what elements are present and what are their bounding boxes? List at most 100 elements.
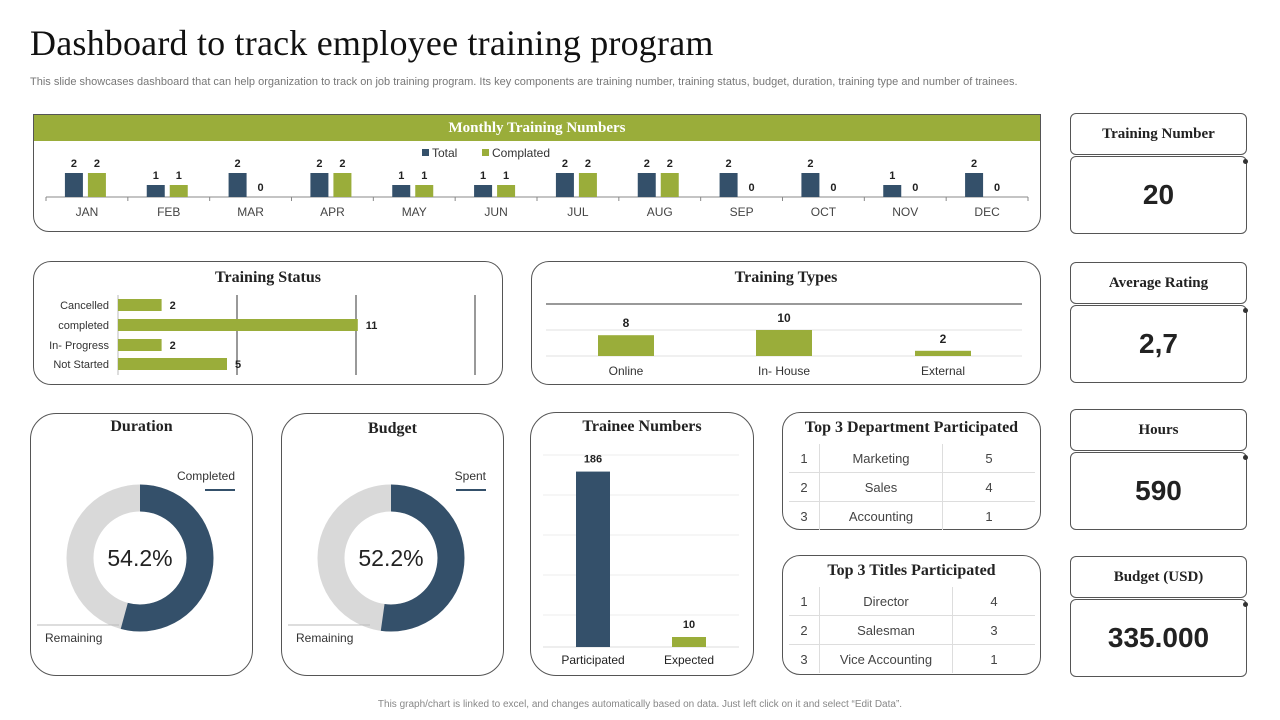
donut-slice-spent xyxy=(317,484,465,632)
kpi-average-rating-label: Average Rating xyxy=(1070,262,1247,304)
data-label: 2 xyxy=(940,332,947,346)
rank-cell: 2 xyxy=(789,615,820,645)
x-tick-label: JAN xyxy=(76,205,99,219)
x-tick-label: Expected xyxy=(664,653,714,667)
kpi-connector-dot xyxy=(1243,159,1248,164)
bar-in-progress xyxy=(118,339,162,351)
rank-cell: 3 xyxy=(800,651,808,667)
x-tick-label: Online xyxy=(609,364,644,378)
bar-complated-jun xyxy=(497,185,516,197)
data-label: 2 xyxy=(667,158,673,170)
table-row: 1 Marketing 5 xyxy=(789,444,1035,473)
data-label: 8 xyxy=(623,316,630,330)
rank-cell: 1 xyxy=(789,444,820,473)
department-cell: Sales xyxy=(819,472,943,502)
trainee-numbers-chart: 186 Participated 10 Expected xyxy=(543,454,739,667)
bar-complated-jul xyxy=(578,173,597,197)
legend-swatch xyxy=(422,149,429,156)
data-label: 2 xyxy=(807,158,813,170)
data-label: 186 xyxy=(584,454,602,466)
duration-title: Duration xyxy=(110,418,173,435)
count-cell: 5 xyxy=(942,444,1035,473)
count-cell: 4 xyxy=(942,472,1035,502)
count-cell: 3 xyxy=(952,615,1035,645)
x-tick-label: APR xyxy=(320,205,345,219)
bar-total-jul xyxy=(555,173,574,197)
bar-total-sep xyxy=(719,173,738,197)
category-label: completed xyxy=(58,320,109,332)
kpi-connector-dot xyxy=(1243,602,1248,607)
page-title: Dashboard to track employee training pro… xyxy=(30,23,714,63)
page-subtitle: This slide showcases dashboard that can … xyxy=(30,76,1018,88)
x-tick-label: NOV xyxy=(892,205,918,219)
rank-cell: 2 xyxy=(789,472,820,502)
bar-total-aug xyxy=(637,173,656,197)
data-label: 2 xyxy=(71,158,77,170)
data-label: 2 xyxy=(585,158,591,170)
bar-completed xyxy=(118,319,358,331)
data-label: 0 xyxy=(749,182,755,194)
data-label: 2 xyxy=(170,300,176,312)
department-cell: Marketing xyxy=(819,444,943,473)
category-label: Cancelled xyxy=(60,300,109,312)
training-types-chart: 8 Online 10 In- House 2 External xyxy=(546,303,1022,378)
bar-cancelled xyxy=(118,299,162,311)
x-tick-label: JUN xyxy=(484,205,507,219)
x-tick-label: FEB xyxy=(157,205,180,219)
bar-complated-aug xyxy=(660,173,679,197)
table-row: 3 Vice Accounting 1 xyxy=(789,644,1035,673)
bar-complated-may xyxy=(415,185,434,197)
title-cell: Vice Accounting xyxy=(819,644,953,673)
kpi-connector-dot xyxy=(1243,455,1248,460)
x-tick-label: OCT xyxy=(811,205,837,219)
title-cell: Director xyxy=(819,587,953,616)
training-status-title: Training Status xyxy=(215,269,321,286)
legend-swatch xyxy=(482,149,489,156)
bar-total-jun xyxy=(474,185,493,197)
table-row: 3 Accounting 1 xyxy=(789,501,1035,530)
x-tick-label: JUL xyxy=(567,205,589,219)
bar-not-started xyxy=(118,358,227,370)
legend-label: Complated xyxy=(492,146,550,160)
data-label: 2 xyxy=(644,158,650,170)
bar-total-nov xyxy=(883,185,902,197)
slice-label: Remaining xyxy=(45,631,102,645)
data-label: 2 xyxy=(339,158,345,170)
data-label: 0 xyxy=(912,182,918,194)
data-label: 1 xyxy=(480,170,486,182)
top-departments-panel: Top 3 Department Participated 1 Marketin… xyxy=(782,412,1041,530)
top-departments-title: Top 3 Department Participated xyxy=(804,419,1019,436)
legend-label: Total xyxy=(432,146,457,160)
donut-slice-completed xyxy=(66,484,214,632)
x-tick-label: In- House xyxy=(758,364,810,378)
kpi-hours-value: 590 xyxy=(1070,452,1247,530)
data-label: 10 xyxy=(777,311,791,325)
bar-total-jan xyxy=(64,173,83,197)
bar-total-dec xyxy=(965,173,984,197)
kpi-budget-usd-value: 335.000 xyxy=(1070,599,1247,677)
top-departments-table: 1 Marketing 5 2 Sales 4 3 Accounting 1 xyxy=(789,444,1035,530)
bar-total-apr xyxy=(310,173,329,197)
kpi-average-rating-value: 2,7 xyxy=(1070,305,1247,383)
data-label: 5 xyxy=(235,359,241,371)
count-cell: 4 xyxy=(952,587,1035,616)
kpi-connector-dot xyxy=(1243,308,1248,313)
rank-cell: 3 xyxy=(800,508,808,524)
data-label: 2 xyxy=(562,158,568,170)
kpi-budget-usd-label: Budget (USD) xyxy=(1070,556,1247,598)
x-tick-label: MAR xyxy=(237,205,264,219)
donut-center-label: 52.2% xyxy=(358,545,423,571)
duration-donut-chart: 54.2% Completed Remaining xyxy=(37,469,235,645)
data-label: 2 xyxy=(170,340,176,352)
slice-label: Spent xyxy=(455,469,487,483)
top-titles-panel: Top 3 Titles Participated 1 Director 4 2… xyxy=(782,555,1041,675)
data-label: 2 xyxy=(316,158,322,170)
data-label: 0 xyxy=(830,182,836,194)
x-tick-label: MAY xyxy=(402,205,427,219)
table-row: 1 Director 4 xyxy=(789,587,1035,616)
monthly-training-title: Monthly Training Numbers xyxy=(34,115,1040,141)
top-titles-table: 1 Director 4 2 Salesman 3 3 Vice Account… xyxy=(789,587,1035,673)
trainee-numbers-title: Trainee Numbers xyxy=(582,418,702,435)
data-label: 2 xyxy=(94,158,100,170)
training-status-chart: Cancelled 2 completed 11 In- Progress 2 Not St… xyxy=(49,295,476,375)
